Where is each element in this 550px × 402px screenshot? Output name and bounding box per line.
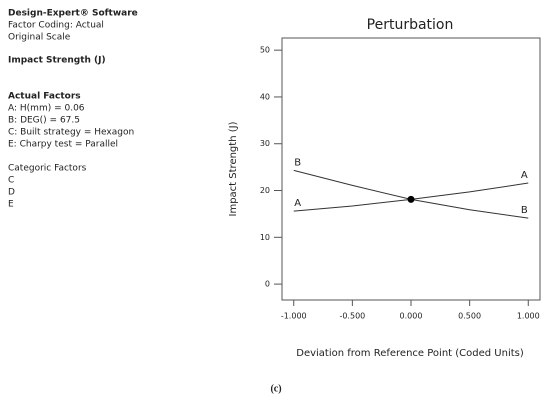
y-tick-label: 10	[260, 233, 270, 242]
y-tick-label: 20	[260, 186, 270, 195]
categoric: E	[8, 200, 14, 210]
software: Design-Expert® Software	[8, 9, 138, 19]
series-label: A	[294, 198, 301, 209]
x-tick-label: 0.000	[400, 312, 423, 321]
factor: E: Charpy test = Parallel	[8, 140, 118, 150]
response: Impact Strength (J)	[8, 56, 106, 66]
plot-frame	[281, 37, 541, 301]
x-tick-label: -1.000	[281, 312, 307, 321]
chart-title: Perturbation	[367, 17, 454, 33]
caption: (c)	[270, 383, 281, 394]
series-label: A	[521, 170, 528, 181]
y-tick-label: 0	[265, 280, 270, 289]
factor: C: Built strategy = Hexagon	[8, 128, 134, 138]
factor: A: H(mm) = 0.06	[8, 104, 85, 114]
y-axis-label: Impact Strength (J)	[228, 121, 239, 216]
series-line	[293, 169, 529, 219]
x-tick-label: 0.500	[458, 312, 481, 321]
info-line: Original Scale	[8, 33, 71, 43]
x-tick-label: 1.000	[517, 312, 540, 321]
info-line: Factor Coding: Actual	[8, 21, 104, 31]
categoric: D	[8, 188, 15, 198]
series-label: B	[521, 205, 528, 216]
reference-point	[407, 195, 415, 203]
x-axis-label: Deviation from Reference Point (Coded Un…	[296, 348, 524, 359]
y-tick-label: 50	[260, 46, 270, 55]
y-tick-label: 40	[260, 92, 270, 101]
categoric: C	[8, 176, 14, 186]
factor: B: DEG() = 67.5	[8, 116, 80, 126]
x-tick-label: -0.500	[339, 312, 365, 321]
series-label: B	[294, 157, 301, 168]
y-tick-label: 30	[260, 139, 270, 148]
factors-title: Actual Factors	[8, 92, 81, 102]
categoric-title: Categoric Factors	[8, 164, 87, 174]
